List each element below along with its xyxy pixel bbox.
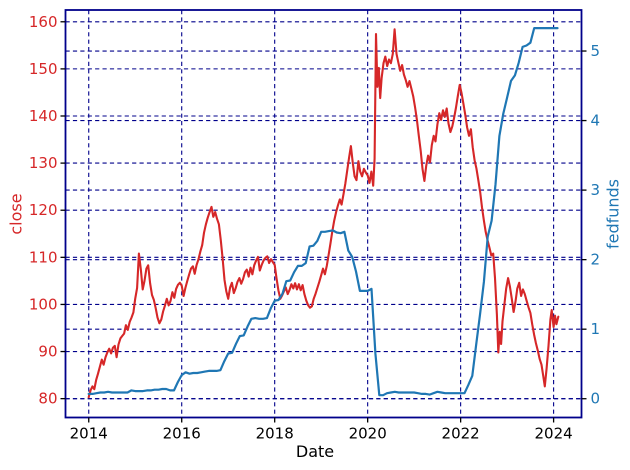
- right-tick-label: 1: [591, 320, 601, 338]
- right-tick-label: 3: [591, 181, 601, 199]
- x-tick-label: 2018: [256, 425, 294, 443]
- x-tick-label: 2014: [70, 425, 108, 443]
- left-tick-label: 80: [38, 390, 57, 408]
- left-tick-label: 150: [29, 60, 58, 78]
- left-tick-label: 160: [29, 13, 58, 31]
- right-axis-label: fedfunds: [603, 178, 623, 250]
- ticks-and-labels: 80 90 100 110 120 130 140 150 160 0 1 2 3 4 5 2014 2016 2…: [29, 13, 600, 443]
- left-axis-label: close: [6, 193, 26, 235]
- series-close-line: [87, 28, 560, 399]
- left-tick-label: 100: [29, 295, 58, 313]
- left-tick-label: 120: [29, 201, 58, 219]
- x-tick-label: 2022: [442, 425, 480, 443]
- left-tick-label: 140: [29, 107, 58, 125]
- left-tick-label: 130: [29, 154, 58, 172]
- gridlines: [65, 10, 582, 418]
- left-tick-label: 110: [29, 248, 58, 266]
- right-tick-label: 5: [591, 42, 601, 60]
- plot-frame: [64, 9, 583, 419]
- x-axis-label: Date: [295, 442, 335, 461]
- series-fedfunds-line: [87, 27, 559, 397]
- left-tick-label: 90: [38, 343, 57, 361]
- x-tick-label: 2024: [535, 425, 573, 443]
- right-tick-label: 2: [591, 251, 601, 269]
- x-tick-label: 2016: [163, 425, 201, 443]
- right-tick-label: 4: [591, 112, 601, 130]
- x-tick-label: 2020: [349, 425, 387, 443]
- right-tick-label: 0: [591, 390, 601, 408]
